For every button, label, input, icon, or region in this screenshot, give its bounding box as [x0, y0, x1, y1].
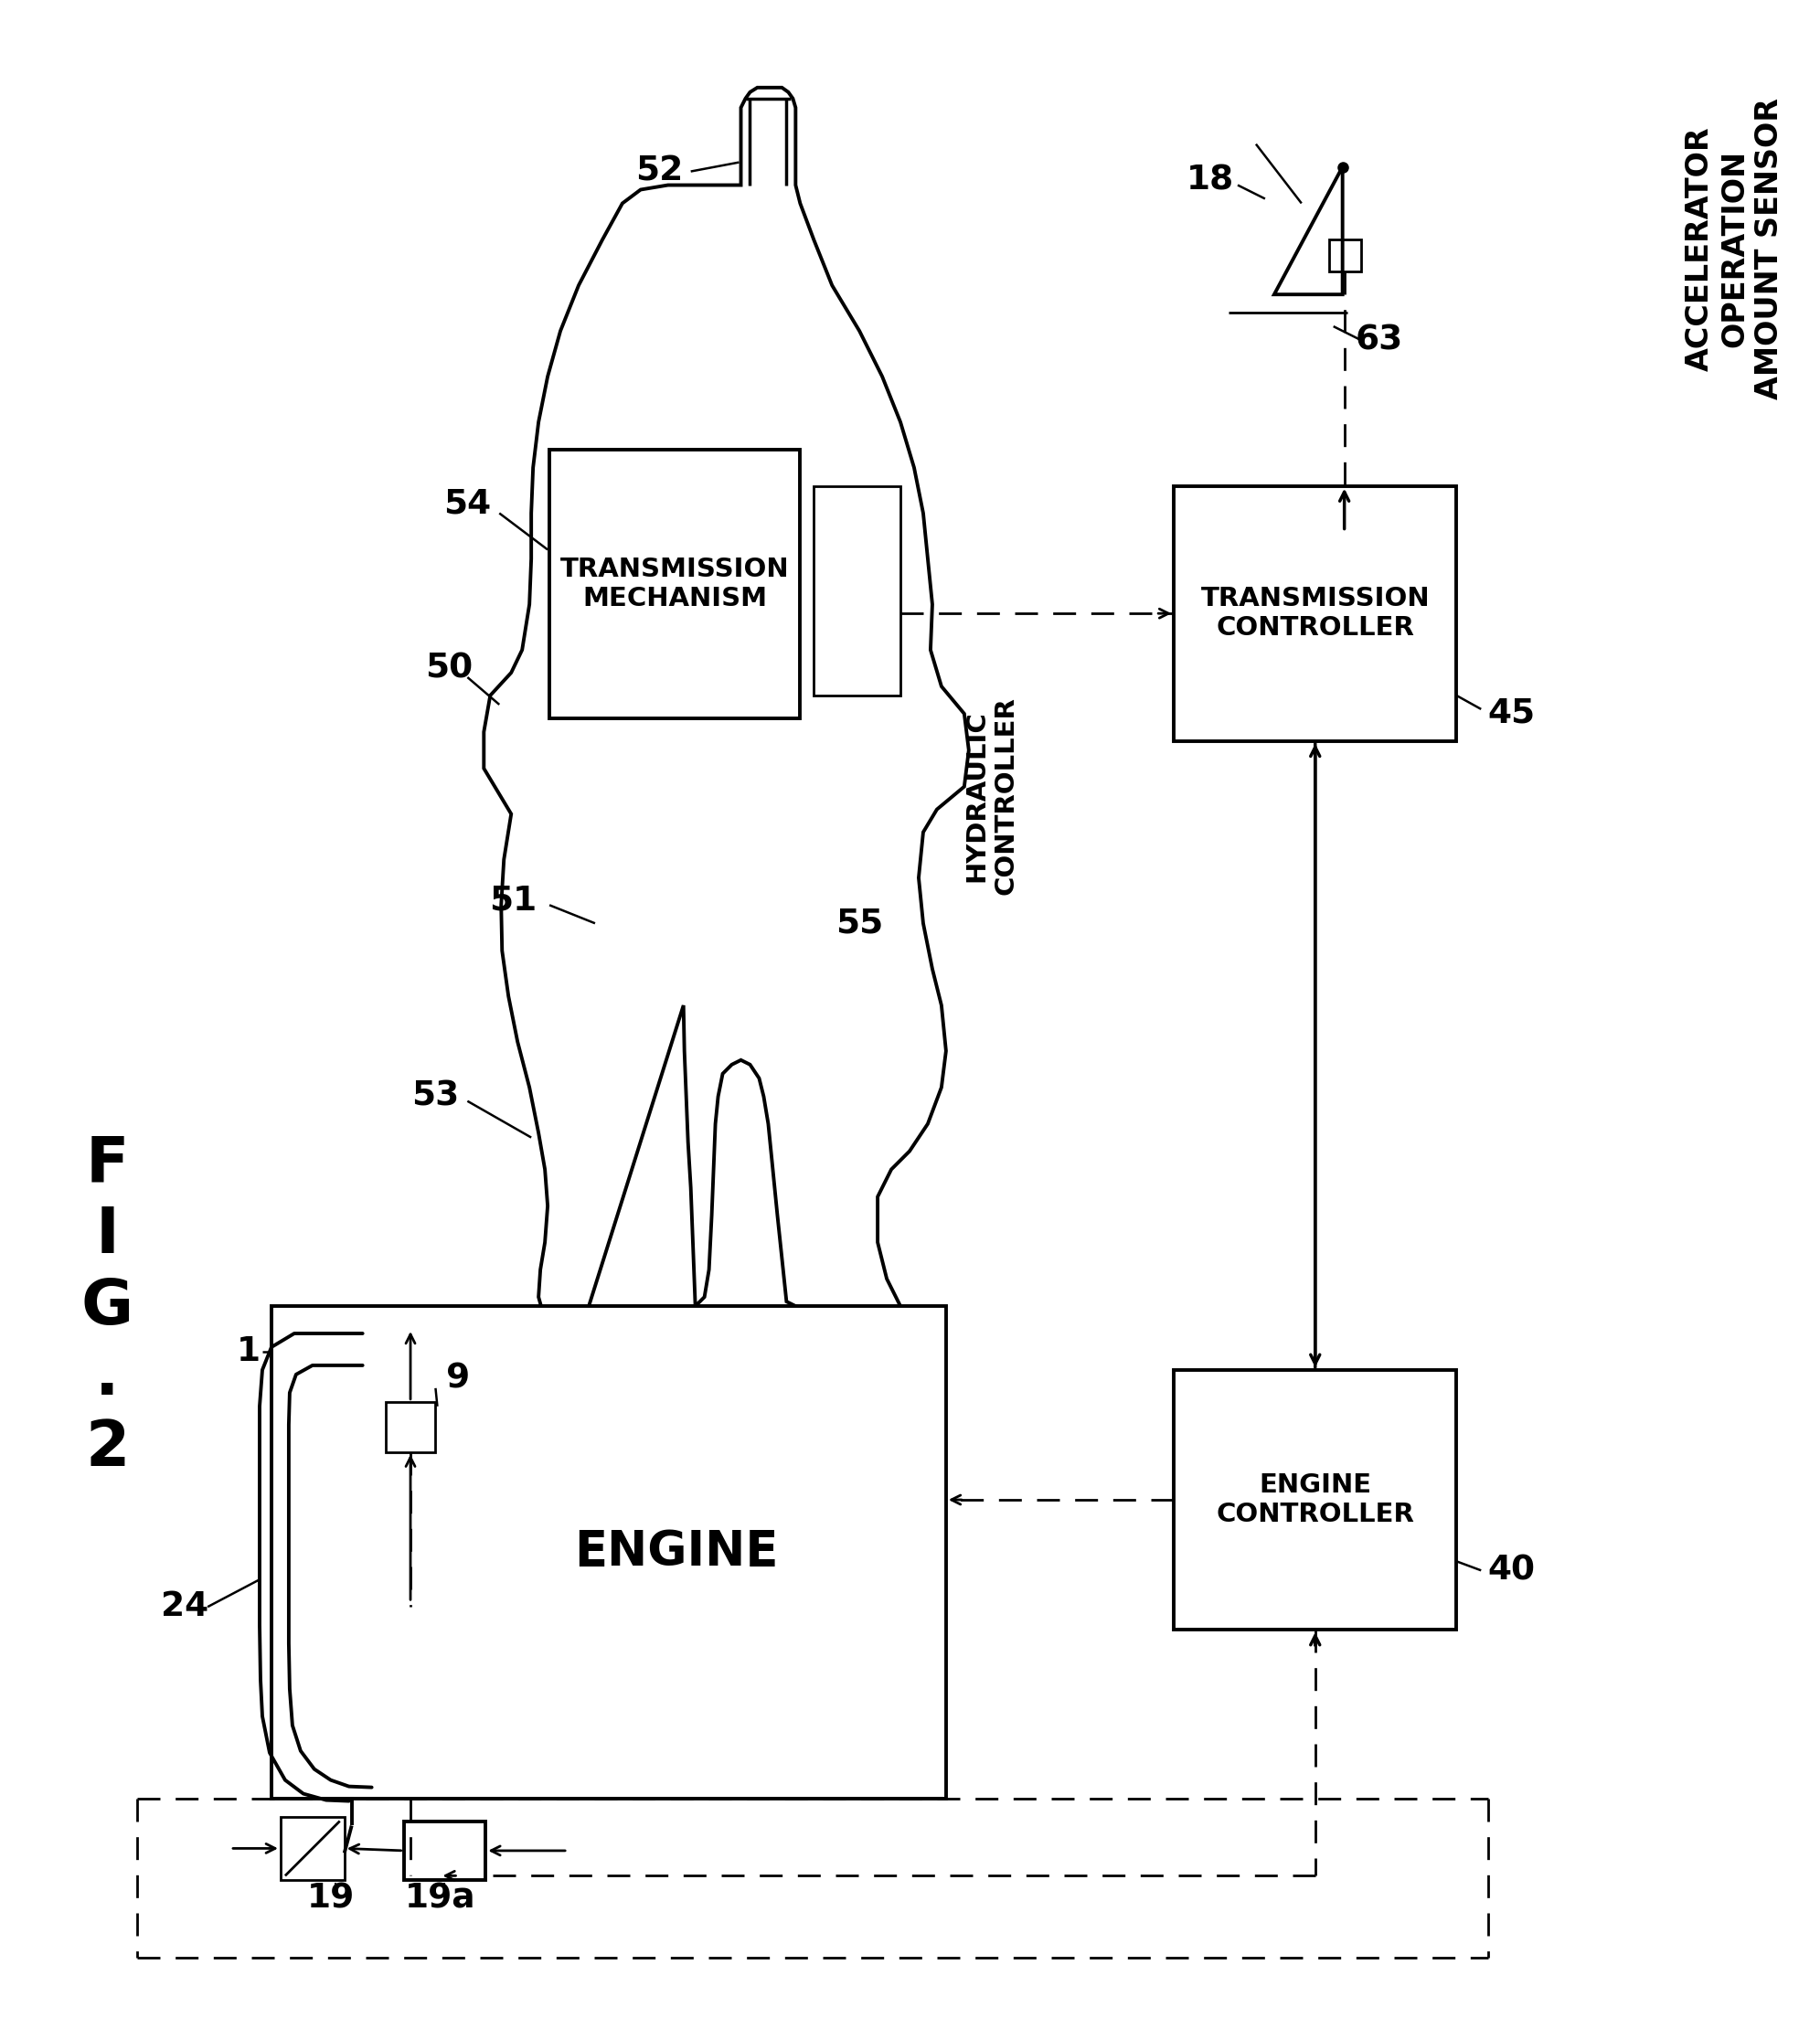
Text: 53: 53 [411, 1080, 459, 1114]
Bar [1174, 486, 1456, 741]
Text: 40: 40 [1487, 1554, 1534, 1586]
Bar [550, 450, 801, 718]
Bar [404, 1820, 486, 1881]
Bar [280, 1816, 344, 1881]
Text: 51: 51 [490, 884, 537, 916]
Text: 9: 9 [446, 1362, 470, 1396]
Text: TRANSMISSION
MECHANISM: TRANSMISSION MECHANISM [561, 557, 790, 611]
Text: TRANSMISSION
CONTROLLER: TRANSMISSION CONTROLLER [1201, 585, 1431, 642]
Text: 19a: 19a [404, 1883, 475, 1915]
Text: ACCELERATOR
OPERATION
AMOUNT SENSOR: ACCELERATOR OPERATION AMOUNT SENSOR [1685, 99, 1785, 400]
Bar [1174, 1370, 1456, 1631]
Text: 63: 63 [1356, 323, 1403, 357]
Text: 45: 45 [1487, 698, 1534, 731]
Text: 18: 18 [1187, 163, 1234, 198]
Text: F
I
G
.
2: F I G . 2 [82, 1134, 133, 1479]
Bar [814, 486, 901, 696]
Bar [1329, 240, 1361, 272]
Bar [386, 1403, 435, 1451]
Text: ENGINE: ENGINE [573, 1528, 779, 1576]
Text: 1: 1 [237, 1336, 260, 1368]
Text: 19: 19 [308, 1883, 355, 1915]
Text: 54: 54 [444, 488, 491, 521]
Text: 50: 50 [426, 652, 473, 684]
Text: 52: 52 [635, 155, 682, 188]
Text: ENGINE
CONTROLLER: ENGINE CONTROLLER [1216, 1473, 1414, 1528]
Text: HYDRAULIC
CONTROLLER: HYDRAULIC CONTROLLER [965, 696, 1019, 894]
Bar [271, 1306, 946, 1798]
Text: 24: 24 [160, 1590, 209, 1622]
Text: 55: 55 [835, 906, 883, 940]
Polygon shape [484, 87, 968, 1342]
